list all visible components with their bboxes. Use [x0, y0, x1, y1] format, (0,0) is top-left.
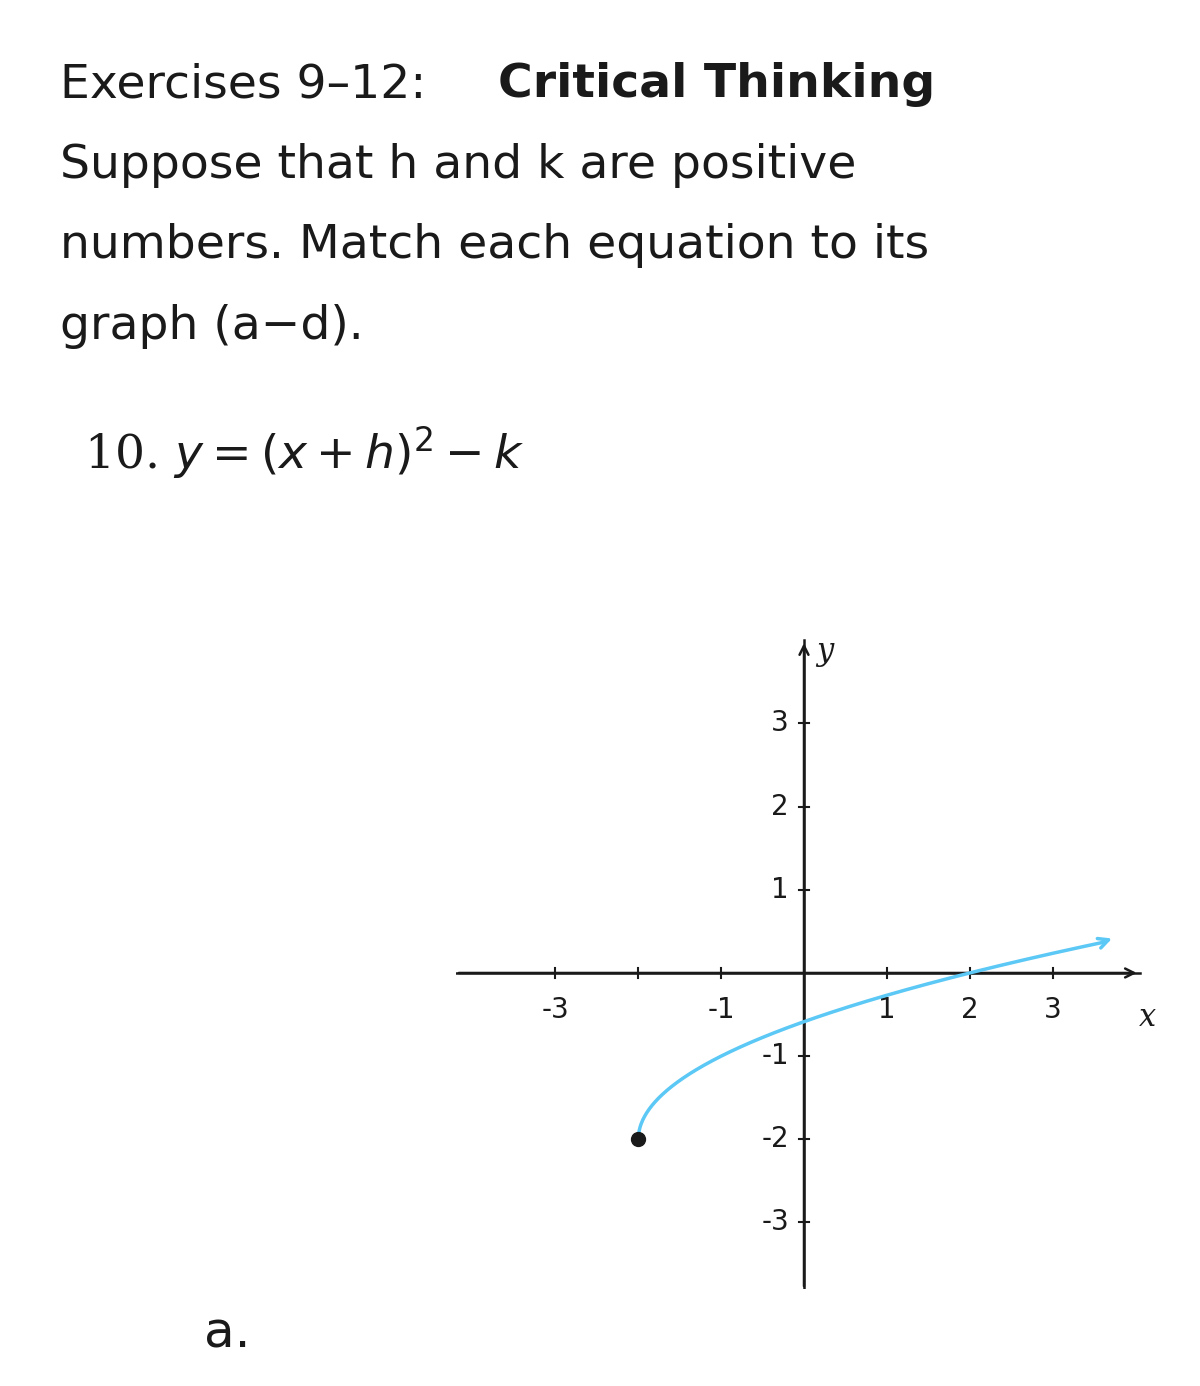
Text: 10. $y = (x + h)^2 - k$: 10. $y = (x + h)^2 - k$: [84, 424, 524, 481]
Text: 2: 2: [772, 793, 790, 821]
Text: -1: -1: [762, 1042, 790, 1070]
Text: a.: a.: [204, 1310, 251, 1358]
Text: 1: 1: [772, 876, 790, 904]
Text: 3: 3: [1044, 997, 1062, 1024]
Text: -3: -3: [541, 997, 569, 1024]
Text: y: y: [816, 636, 834, 667]
Text: Exercises 9–12:: Exercises 9–12:: [60, 62, 442, 107]
Text: 2: 2: [961, 997, 978, 1024]
Text: -1: -1: [707, 997, 734, 1024]
Text: 1: 1: [878, 997, 895, 1024]
Text: graph (a−d).: graph (a−d).: [60, 304, 364, 348]
Text: Suppose that h and k are positive: Suppose that h and k are positive: [60, 143, 857, 187]
Point: [629, 1128, 648, 1150]
Text: numbers. Match each equation to its: numbers. Match each equation to its: [60, 223, 929, 267]
Text: -3: -3: [761, 1209, 790, 1236]
Text: x: x: [1139, 1002, 1157, 1033]
Text: Critical Thinking: Critical Thinking: [498, 62, 935, 107]
Text: -2: -2: [762, 1125, 790, 1153]
Text: 3: 3: [772, 710, 790, 737]
